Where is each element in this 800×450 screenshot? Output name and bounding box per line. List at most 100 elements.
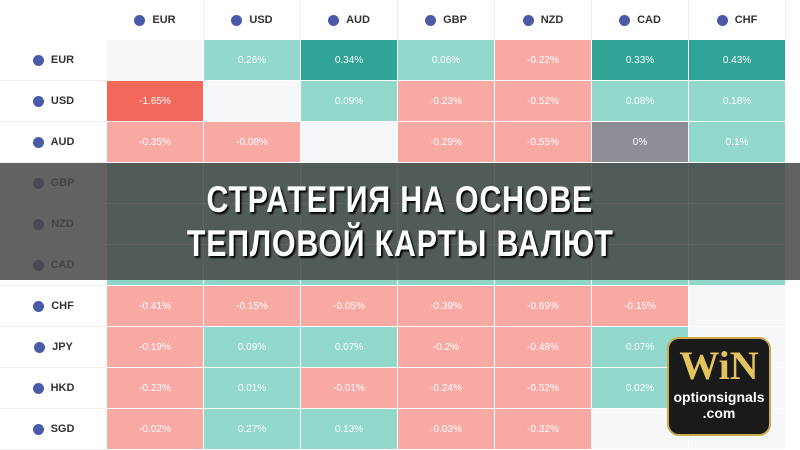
flag <box>32 136 44 148</box>
heat-cell-text: -0.22% <box>527 54 559 66</box>
heat-cell-text: 0% <box>632 136 648 148</box>
heat-cell-text: -0.05% <box>333 300 365 312</box>
heat-cell: 0.27% <box>204 409 301 450</box>
flag <box>231 14 243 26</box>
row-header-text: AUD <box>50 136 75 148</box>
heat-cell-text: 0.08% <box>625 95 655 107</box>
column-header: CAD <box>592 0 689 40</box>
heat-cell-text: 0.43% <box>722 54 752 66</box>
flag <box>34 341 46 353</box>
heat-cell: -0.08% <box>204 122 301 163</box>
column-header: GBP <box>398 0 495 40</box>
column-header-text: USD <box>249 14 273 26</box>
column-header-text: CHF <box>734 14 758 26</box>
row-header: SGD <box>0 409 107 450</box>
column-header-text: AUD <box>346 14 370 26</box>
heat-cell: -0.55% <box>495 122 592 163</box>
banner: СТРАТЕГИЯ НА ОСНОВЕ ТЕПЛОВОЙ КАРТЫ ВАЛЮТ <box>0 163 800 280</box>
heat-cell: 0.06% <box>398 40 495 81</box>
heat-cell: -0.2% <box>398 327 495 368</box>
flag <box>32 95 44 107</box>
heat-cell: -0.69% <box>495 286 592 327</box>
heat-cell: -0.15% <box>592 286 689 327</box>
heat-cell: -0.52% <box>495 368 592 409</box>
heat-cell-text: 0.18% <box>722 95 752 107</box>
heat-cell-text: 0.02% <box>625 382 655 394</box>
flag <box>425 14 437 26</box>
flag <box>32 382 44 394</box>
heat-cell <box>107 40 204 81</box>
row-header-text: SGD <box>50 423 75 435</box>
flag <box>134 14 146 26</box>
heat-cell: -0.41% <box>107 286 204 327</box>
row-header: EUR <box>0 40 107 81</box>
flag <box>716 14 728 26</box>
heat-cell-text: -0.35% <box>139 136 171 148</box>
heat-cell-text: -0.29% <box>430 136 462 148</box>
heat-cell: 0.09% <box>204 327 301 368</box>
heat-cell: -0.23% <box>107 368 204 409</box>
column-header: USD <box>204 0 301 40</box>
heat-cell-text: -0.19% <box>139 341 171 353</box>
row-header: AUD <box>0 122 107 163</box>
heat-cell-text: -0.08% <box>236 136 268 148</box>
heat-cell: 0.13% <box>301 409 398 450</box>
logo-mark: WiN <box>679 343 759 388</box>
logo: WiN optionsignals .com <box>667 337 771 436</box>
heat-cell-text: -0.39% <box>430 300 462 312</box>
heat-cell: -0.03% <box>398 409 495 450</box>
heat-cell: 0.07% <box>301 327 398 368</box>
heat-cell: -0.24% <box>398 368 495 409</box>
heat-cell-text: -0.48% <box>527 341 559 353</box>
row-header: HKD <box>0 368 107 409</box>
heat-cell-text: 0.13% <box>334 423 364 435</box>
heat-cell <box>689 286 786 327</box>
heat-cell-text: 0.09% <box>237 341 267 353</box>
heat-cell-text: -0.23% <box>139 382 171 394</box>
row-header-text: EUR <box>50 54 75 66</box>
heat-cell-text: -0.69% <box>527 300 559 312</box>
heat-cell: -0.19% <box>107 327 204 368</box>
heat-cell: 0.01% <box>204 368 301 409</box>
heat-cell: -0.52% <box>495 81 592 122</box>
heat-cell: -1.65% <box>107 81 204 122</box>
heat-cell: 0.34% <box>301 40 398 81</box>
column-header: AUD <box>301 0 398 40</box>
banner-line: ТЕПЛОВОЙ КАРТЫ ВАЛЮТ <box>186 222 614 264</box>
heat-cell-text: -0.55% <box>527 136 559 148</box>
heat-cell: 0.18% <box>689 81 786 122</box>
heat-cell: -0.32% <box>495 409 592 450</box>
heat-cell-text: 0.07% <box>334 341 364 353</box>
heat-cell-text: -0.02% <box>139 423 171 435</box>
heat-cell-text: 0.34% <box>334 54 364 66</box>
heat-cell-text: 0.09% <box>334 95 364 107</box>
column-header-text: EUR <box>152 14 176 26</box>
column-header-text: CAD <box>637 14 661 26</box>
heat-cell: -0.39% <box>398 286 495 327</box>
heat-cell: -0.02% <box>107 409 204 450</box>
heat-cell-text: 0.26% <box>237 54 267 66</box>
heat-cell-text: -0.32% <box>527 423 559 435</box>
row-header: CHF <box>0 286 107 327</box>
column-header: EUR <box>107 0 204 40</box>
flag <box>328 14 340 26</box>
heat-cell: 0.43% <box>689 40 786 81</box>
heat-cell-text: -0.03% <box>430 423 462 435</box>
column-header: CHF <box>689 0 786 40</box>
heat-cell-text: -0.15% <box>236 300 268 312</box>
heat-cell-text: 0.01% <box>237 382 267 394</box>
row-header-text: USD <box>50 95 75 107</box>
heat-cell: -0.35% <box>107 122 204 163</box>
heat-cell-text: -0.2% <box>432 341 460 353</box>
flag <box>619 14 631 26</box>
heat-cell: -0.05% <box>301 286 398 327</box>
row-header: JPY <box>0 327 107 368</box>
heat-cell: -0.48% <box>495 327 592 368</box>
heat-cell: 0.1% <box>689 122 786 163</box>
flag <box>33 300 45 312</box>
heat-cell <box>204 81 301 122</box>
heat-cell: 0.08% <box>592 81 689 122</box>
heat-cell: -0.23% <box>398 81 495 122</box>
heat-cell-text: -0.23% <box>430 95 462 107</box>
